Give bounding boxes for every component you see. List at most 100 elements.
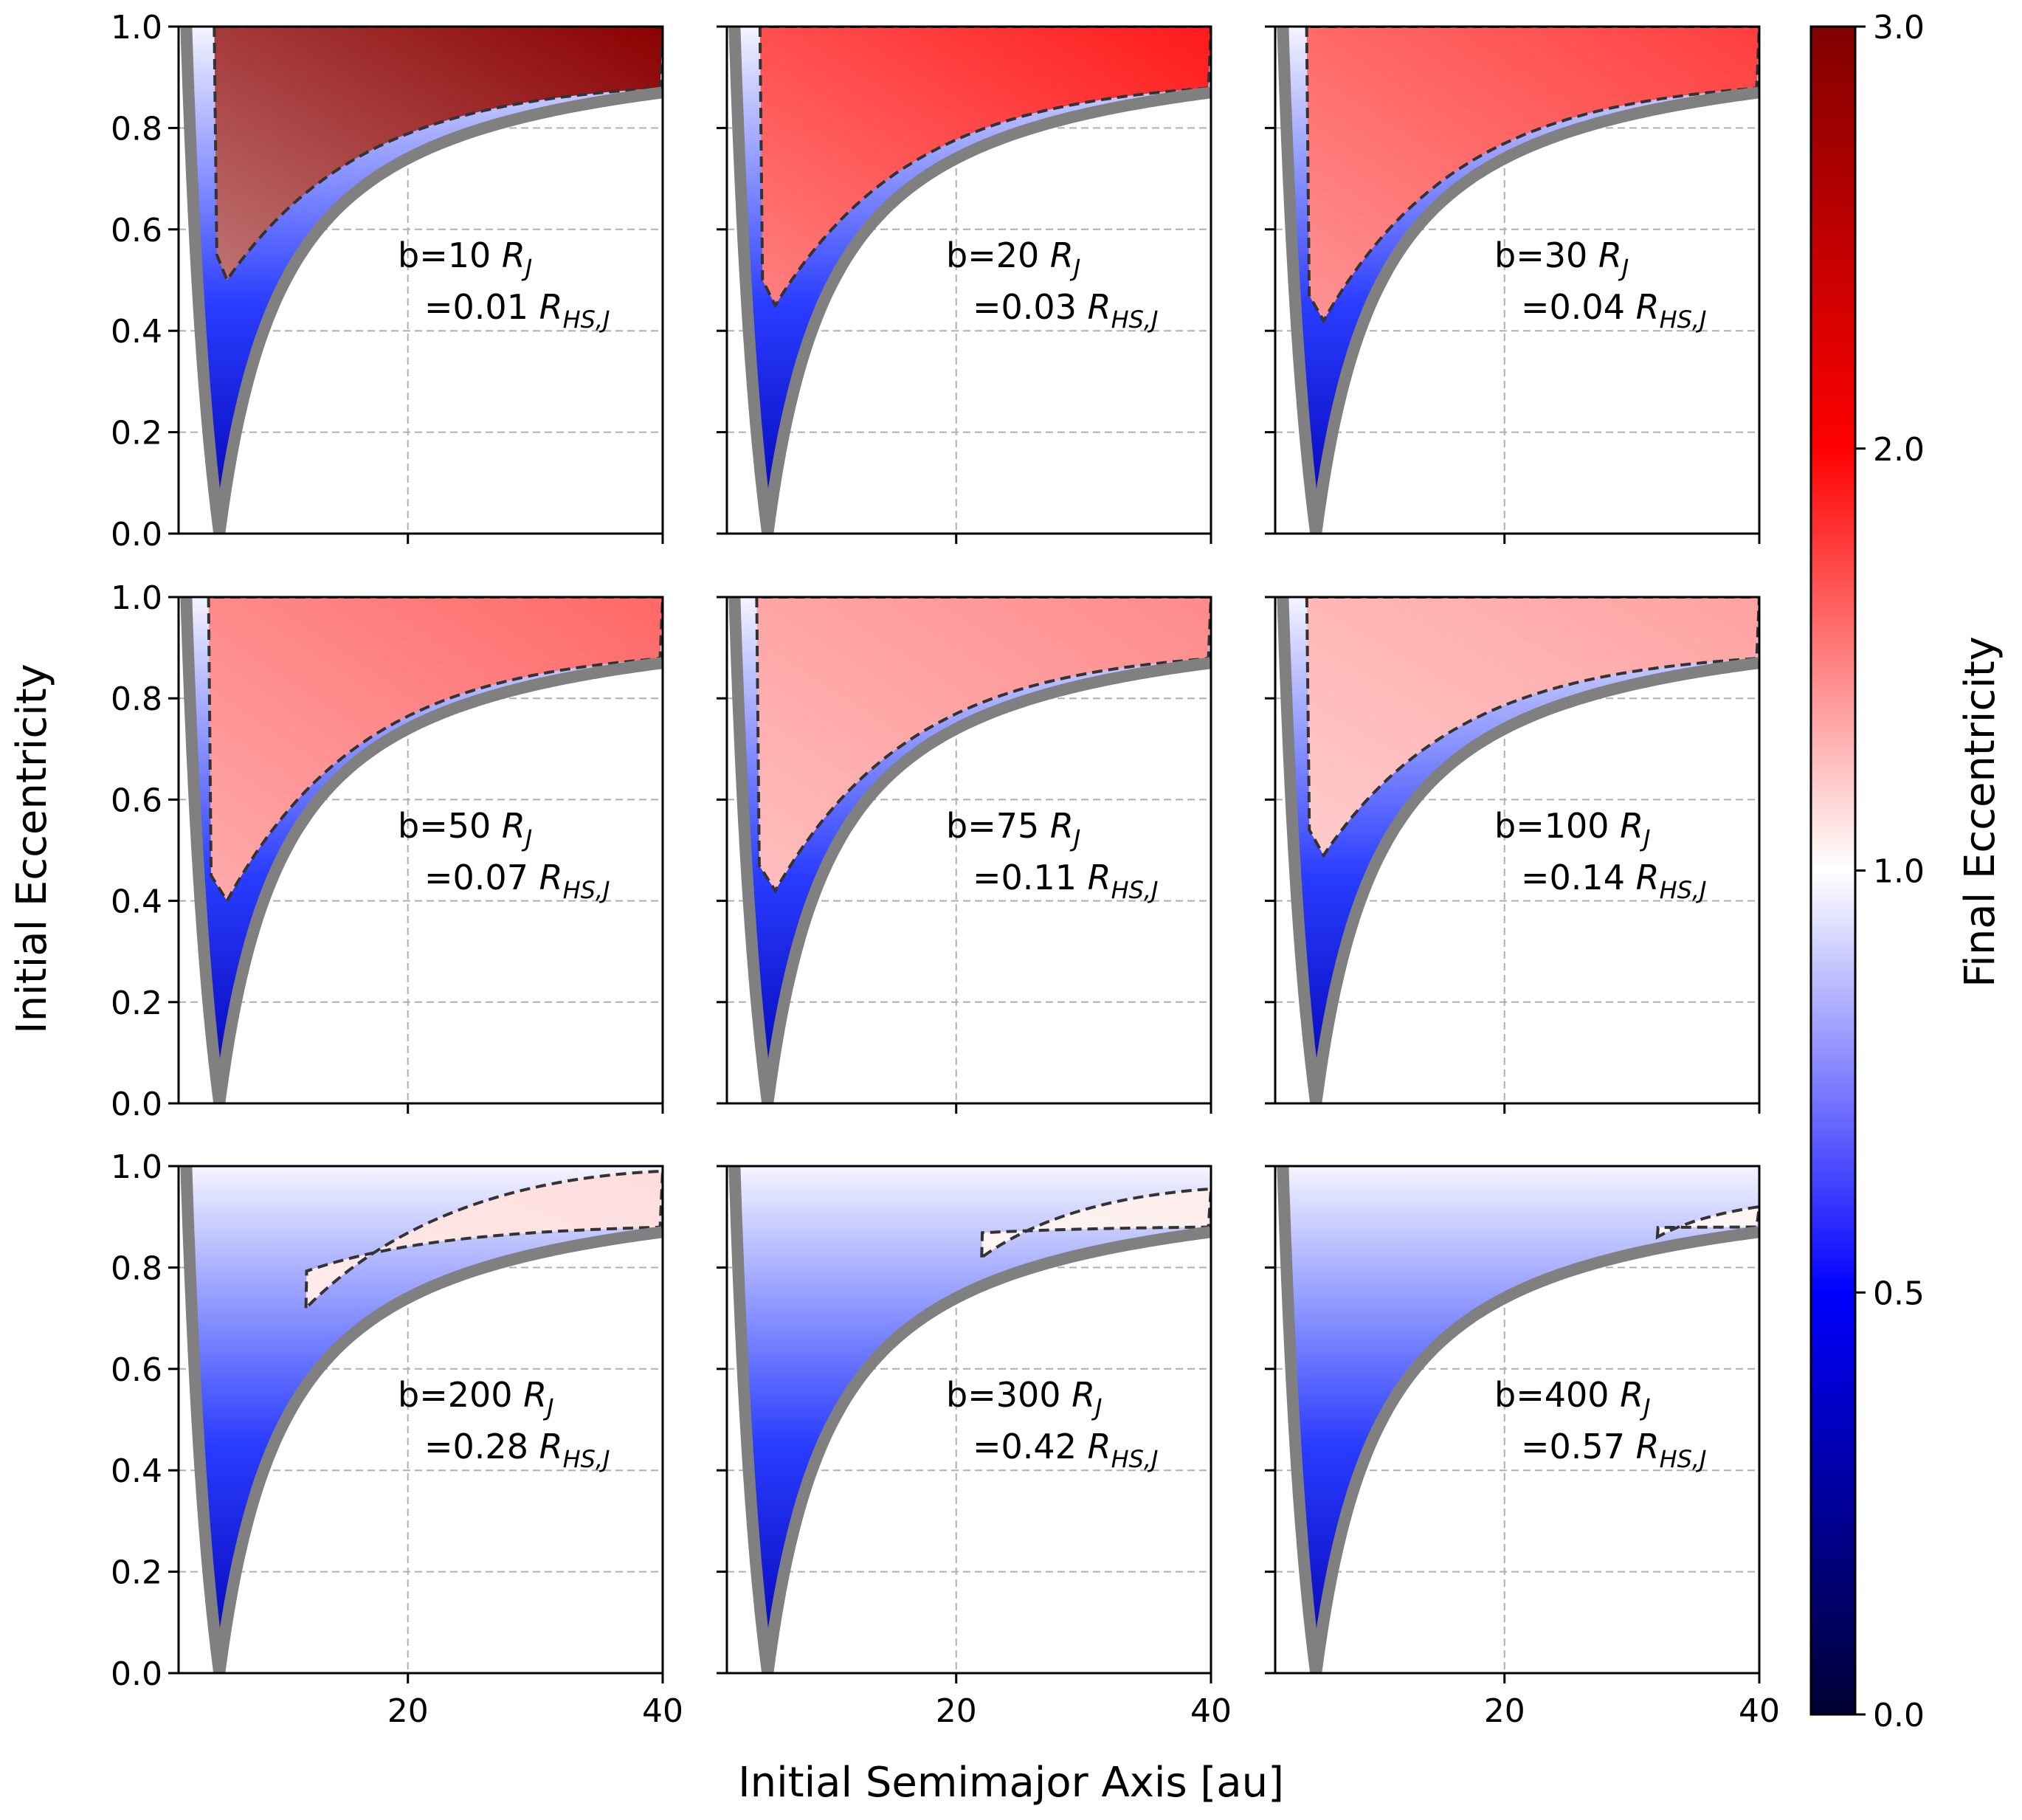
impact-parameter-label: b=50 RJ <box>398 806 532 852</box>
impact-parameter-label: b=75 RJ <box>946 806 1080 852</box>
y-tick-label: 0.8 <box>111 1249 162 1287</box>
hill-sphere-fraction-label: =0.11 RHS,J <box>973 858 1159 904</box>
color-field <box>1283 1166 1759 1673</box>
hill-sphere-fraction-label: =0.01 RHS,J <box>424 287 610 334</box>
y-tick-label: 0.0 <box>111 1086 162 1123</box>
y-tick-label: 1.0 <box>111 579 162 617</box>
x-tick-label: 40 <box>1190 1692 1232 1730</box>
y-tick-label: 0.8 <box>111 110 162 148</box>
color-field <box>734 1166 1211 1673</box>
contour-e-equals-1 <box>1305 597 1759 858</box>
high-eccentricity-region <box>1306 597 1759 855</box>
high-eccentricity-region <box>981 1188 1211 1258</box>
hill-sphere-fraction-label: =0.57 RHS,J <box>1521 1427 1707 1473</box>
high-eccentricity-region <box>208 597 663 901</box>
y-tick-label: 0.2 <box>111 415 162 452</box>
hill-sphere-fraction-label: =0.07 RHS,J <box>424 858 610 904</box>
crossing-boundary-line <box>728 27 1211 534</box>
panel-1: 0.0 0.2 0.4 0.6 0.8 1.0 b=10 RJ =0.01 RHS,J <box>111 9 664 554</box>
axes-frame <box>1274 1165 1761 1675</box>
crossing-boundary-line <box>728 1166 1211 1673</box>
axes-frame <box>177 596 664 1105</box>
crossing-boundary-line <box>1277 27 1759 534</box>
y-tick-label: 0.6 <box>111 1351 162 1389</box>
colorbar-gradient <box>1811 27 1855 1714</box>
x-tick-label: 20 <box>387 1692 429 1730</box>
colorbar-tick-label: 1.0 <box>1873 853 1925 891</box>
crossing-boundary-line <box>180 27 663 534</box>
crossing-boundary-line <box>180 597 663 1103</box>
hill-sphere-fraction-label: =0.03 RHS,J <box>973 287 1159 334</box>
panel-5: b=75 RJ =0.11 RHS,J <box>717 596 1212 1114</box>
y-tick-label: 1.0 <box>111 9 162 46</box>
crossing-boundary-line <box>180 1166 663 1673</box>
panel-3: b=30 RJ =0.04 RHS,J <box>1265 25 1761 544</box>
contour-e-equals-1 <box>1305 27 1759 324</box>
high-eccentricity-region <box>214 27 663 280</box>
panel-9: 20 40 b=400 RJ =0.57 RHS,J <box>1265 1165 1780 1730</box>
x-tick-label: 20 <box>936 1692 977 1730</box>
x-tick-label: 40 <box>642 1692 683 1730</box>
colorbar-tick-label: 0.0 <box>1873 1697 1925 1734</box>
impact-parameter-label: b=100 RJ <box>1494 806 1651 852</box>
y-tick-label: 0.4 <box>111 1452 162 1490</box>
impact-parameter-label: b=300 RJ <box>946 1375 1103 1421</box>
x-tick-label: 40 <box>1739 1692 1780 1730</box>
contour-e-equals-1 <box>213 27 663 283</box>
y-tick-label: 0.4 <box>111 313 162 351</box>
contour-e-equals-1 <box>755 597 1211 894</box>
impact-parameter-label: b=200 RJ <box>398 1375 554 1421</box>
y-tick-label: 1.0 <box>111 1148 162 1186</box>
color-field <box>186 1166 663 1673</box>
axes-frame <box>1274 25 1761 535</box>
colorbar-tick-label: 2.0 <box>1873 431 1925 469</box>
y-tick-label: 0.6 <box>111 212 162 249</box>
high-eccentricity-region <box>759 27 1211 306</box>
panel-grid: 0.0 0.2 0.4 0.6 0.8 1.0 b=10 RJ =0.01 RHS,J b=20… <box>111 9 1780 1730</box>
crossing-boundary-line <box>728 597 1211 1103</box>
contour-e-equals-1 <box>304 1169 663 1312</box>
axes-frame <box>177 1165 664 1675</box>
crossing-boundary-line <box>1277 1166 1759 1673</box>
colorbar: 0.0 0.5 1.0 2.0 3.0 <box>1809 9 1925 1734</box>
y-tick-label: 0.6 <box>111 782 162 819</box>
x-axis-title: Initial Semimajor Axis [au] <box>738 1759 1284 1807</box>
high-eccentricity-region <box>1657 1206 1759 1238</box>
x-tick-label: 20 <box>1484 1692 1525 1730</box>
axes-frame <box>1274 596 1761 1105</box>
panel-6: b=100 RJ =0.14 RHS,J <box>1265 596 1761 1114</box>
impact-parameter-label: b=20 RJ <box>946 235 1080 282</box>
axes-frame <box>725 1165 1212 1675</box>
contour-e-equals-1 <box>758 27 1211 308</box>
y-tick-label: 0.0 <box>111 1655 162 1693</box>
high-eccentricity-region <box>306 1171 663 1309</box>
y-axis-title: Initial Eccentricity <box>8 663 56 1034</box>
panel-2: b=20 RJ =0.03 RHS,J <box>717 25 1212 544</box>
panel-4: 0.0 0.2 0.4 0.6 0.8 1.0 b=50 RJ =0.07 RHS,J <box>111 579 664 1123</box>
crossing-boundary-line <box>1277 597 1759 1103</box>
contour-e-equals-1 <box>207 597 663 904</box>
hill-sphere-fraction-label: =0.04 RHS,J <box>1521 287 1707 334</box>
colorbar-title: Final Eccentricity <box>1956 636 2004 987</box>
panel-7: 0.0 0.2 0.4 0.6 0.8 1.0 20 40 b=200 RJ =0.28 RHS,… <box>111 1148 683 1730</box>
axes-frame <box>177 25 664 535</box>
hill-sphere-fraction-label: =0.28 RHS,J <box>424 1427 610 1473</box>
panel-8: 20 40 b=300 RJ =0.42 RHS,J <box>717 1165 1232 1730</box>
colorbar-tick-label: 3.0 <box>1873 9 1925 46</box>
y-tick-label: 0.4 <box>111 883 162 921</box>
contour-e-equals-1 <box>980 1187 1211 1261</box>
impact-parameter-label: b=10 RJ <box>398 235 532 282</box>
contour-e-equals-1 <box>1655 1204 1759 1240</box>
y-tick-label: 0.2 <box>111 985 162 1022</box>
hill-sphere-fraction-label: =0.14 RHS,J <box>1521 858 1707 904</box>
axes-frame <box>725 25 1212 535</box>
y-tick-label: 0.2 <box>111 1554 162 1592</box>
y-tick-label: 0.8 <box>111 680 162 718</box>
hill-sphere-fraction-label: =0.42 RHS,J <box>973 1427 1159 1473</box>
colorbar-tick-label: 0.5 <box>1873 1275 1925 1312</box>
impact-parameter-label: b=400 RJ <box>1494 1375 1651 1421</box>
y-tick-label: 0.0 <box>111 516 162 554</box>
impact-parameter-label: b=30 RJ <box>1494 235 1629 282</box>
axes-frame <box>725 596 1212 1105</box>
